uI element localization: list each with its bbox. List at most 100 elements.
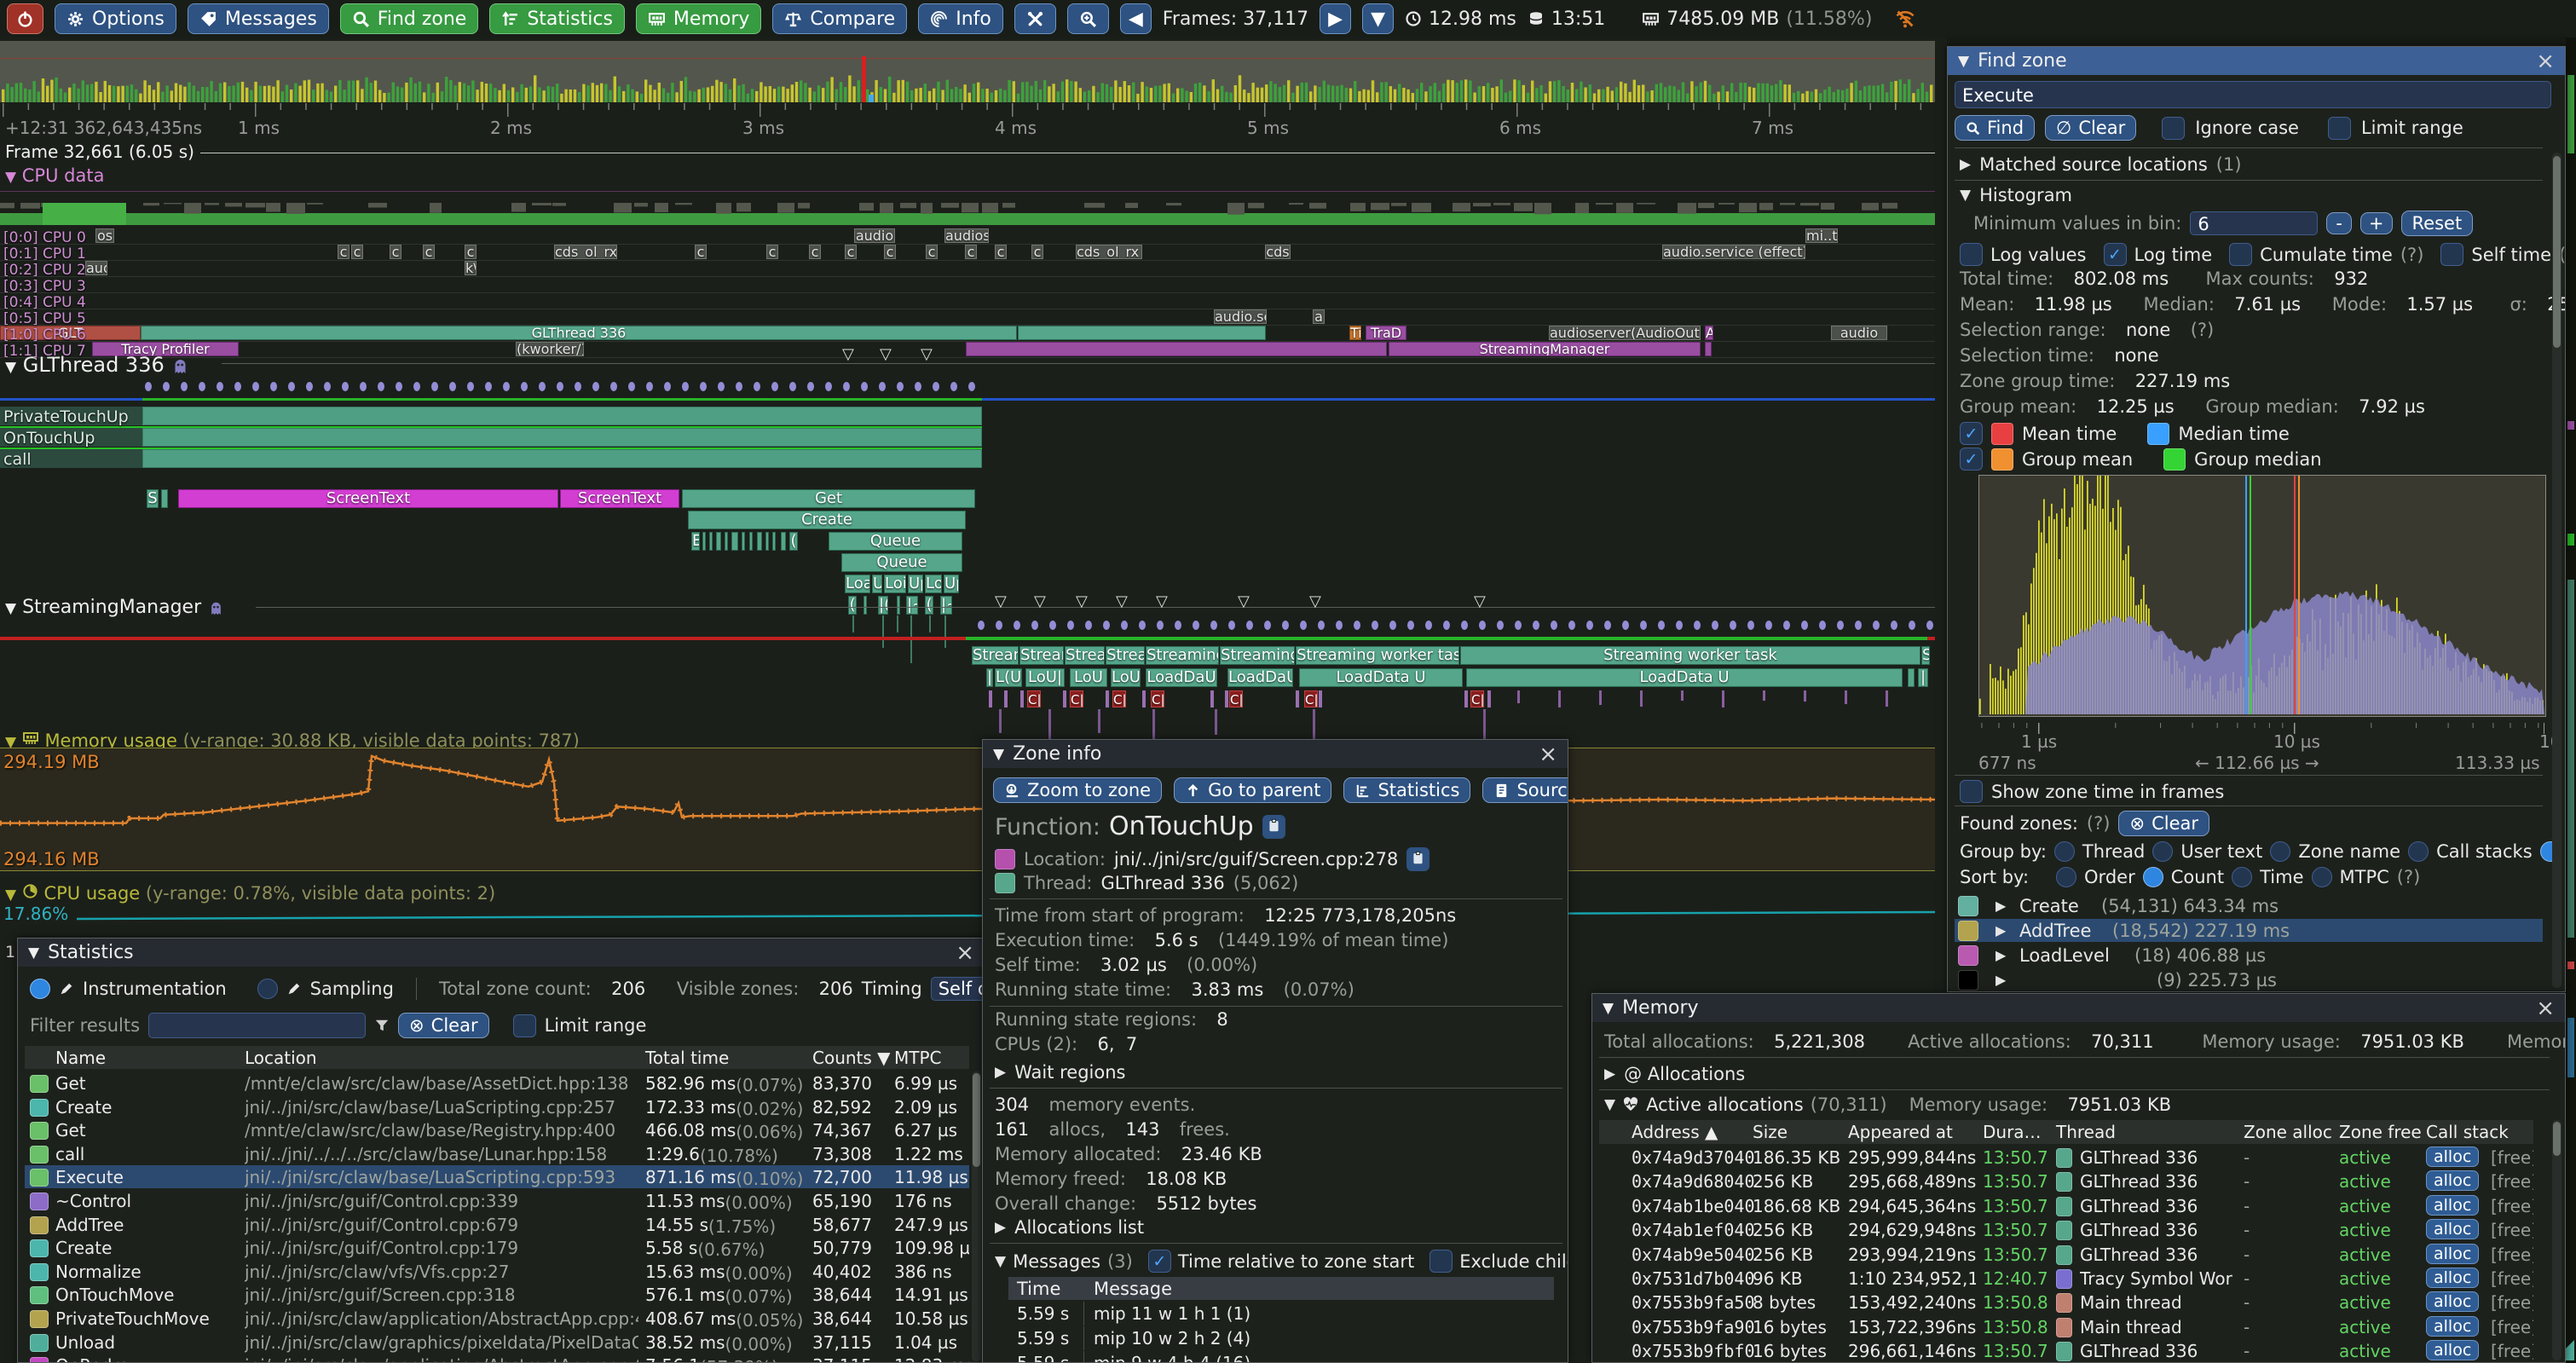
- table-row[interactable]: Execute jni/../jni/src/claw/base/LuaScrip…: [25, 1165, 969, 1188]
- zone-block[interactable]: [749, 532, 753, 551]
- cpu-zone-block[interactable]: audio: [854, 228, 895, 243]
- column-header[interactable]: Message: [1094, 1279, 1173, 1299]
- filter-input[interactable]: [148, 1013, 367, 1038]
- crash-zone-block[interactable]: C|: [1151, 690, 1164, 707]
- thread-band-row[interactable]: [0, 407, 142, 425]
- cpu-zone-block[interactable]: TraD: [1366, 326, 1406, 340]
- sampling-radio[interactable]: [257, 979, 278, 999]
- alloc-callstack-button[interactable]: alloc: [2426, 1219, 2480, 1239]
- alloc-callstack-button[interactable]: alloc: [2426, 1195, 2480, 1216]
- cpu-zone-block[interactable]: c: [845, 245, 857, 259]
- thread-band-zone[interactable]: [142, 407, 982, 425]
- show-zone-time-checkbox[interactable]: [1960, 780, 1983, 803]
- find-zone-search-input[interactable]: Execute: [1955, 81, 2551, 108]
- toolbar-button-options[interactable]: Options: [55, 3, 176, 34]
- zone-block[interactable]: Strea: [1106, 646, 1145, 665]
- zone-block[interactable]: Streaming worker task: [1460, 646, 1920, 665]
- statistics-button[interactable]: Statistics: [1343, 777, 1471, 803]
- zone-block[interactable]: [757, 532, 762, 551]
- allocation-row[interactable]: 0x74a9d37040 186.35 KB 295,999,844ns 13:50.…: [1632, 1146, 2533, 1168]
- frame-marker-icon[interactable]: ▽: [880, 345, 892, 363]
- thread-band-row[interactable]: [0, 428, 142, 447]
- allocation-row[interactable]: 0x74ab1ef040 256 KB 294,629,948ns 13:50.7 GL…: [1632, 1219, 2533, 1240]
- legend-checkbox[interactable]: ✓: [1960, 448, 1983, 471]
- frame-marker-icon[interactable]: ▽: [1156, 592, 1168, 610]
- found-zone-row[interactable]: ▶ AddTree (18,542) 227.19 ms: [1955, 919, 2543, 942]
- frame-marker-icon[interactable]: ▽: [1309, 592, 1321, 610]
- sort-by-order-radio[interactable]: [2056, 867, 2077, 887]
- cpu-zone-block[interactable]: audioserver(AudioOut_D): [1549, 326, 1701, 340]
- close-icon[interactable]: ×: [1539, 741, 1557, 767]
- cpu-zone-block[interactable]: aud: [85, 261, 107, 275]
- allocations-expander[interactable]: ▶ @ Allocations: [1604, 1064, 1746, 1084]
- allocation-row[interactable]: 0x7553b9fbf0 16 bytes 296,661,146ns 13:50.7…: [1632, 1340, 2533, 1361]
- cpu-zone-block[interactable]: cds_ol_rx_threa: [1076, 245, 1142, 259]
- cpu-zone-block[interactable]: StreamingManager: [1389, 342, 1701, 356]
- zone-block[interactable]: S: [1921, 646, 1930, 665]
- cpu-zone-block[interactable]: c: [995, 245, 1007, 259]
- zone-block[interactable]: [731, 532, 738, 551]
- table-row[interactable]: call jni/../jni/../../../src/claw/base/Lu…: [25, 1142, 969, 1165]
- column-header[interactable]: Name: [55, 1048, 107, 1068]
- zone-block[interactable]: LoadDaU: [1146, 668, 1217, 687]
- go-to-parent-button[interactable]: Go to parent: [1174, 777, 1332, 803]
- column-header[interactable]: Call stack: [2426, 1122, 2509, 1142]
- table-row[interactable]: OnTouchMove jni/../jni/src/guif/Screen.cp…: [25, 1283, 969, 1306]
- cpu-zone-block[interactable]: Tracy Profiler: [92, 342, 239, 356]
- toolbar-button-wrench-icon[interactable]: [1014, 3, 1056, 34]
- crash-zone-block[interactable]: C|: [1027, 690, 1041, 707]
- table-row[interactable]: OnRedrawjni/../jni/src/claw/application/…: [25, 1354, 969, 1362]
- toolbar-button-compare[interactable]: Compare: [772, 3, 908, 34]
- thread-band-zone[interactable]: [142, 449, 982, 468]
- column-header[interactable]: Appeared at: [1848, 1122, 1953, 1142]
- cpu-zone-block[interactable]: [1018, 326, 1266, 340]
- source-button[interactable]: Source: [1482, 777, 1568, 803]
- cpu-zone-block[interactable]: cds_ol_rx_thr: [554, 245, 617, 259]
- zone-info-panel-title[interactable]: ▼ Zone info ×: [983, 740, 1568, 768]
- cpu-zone-block[interactable]: (kworker/): [516, 342, 584, 356]
- close-icon[interactable]: ×: [2536, 995, 2555, 1021]
- frame-marker-icon[interactable]: ▽: [921, 345, 933, 363]
- frame-marker-icon[interactable]: ▽: [995, 592, 1007, 610]
- column-header[interactable]: Thread: [2056, 1122, 2116, 1142]
- found-zone-row[interactable]: ▶ LoadLevel (18) 406.88 µs: [1955, 944, 2543, 967]
- zone-block[interactable]: [709, 532, 713, 551]
- cpu-zone-block[interactable]: c: [351, 245, 363, 259]
- column-header[interactable]: Zone free: [2339, 1122, 2422, 1142]
- column-header[interactable]: Time: [1017, 1279, 1061, 1299]
- next-frame-button[interactable]: ▶: [1320, 3, 1352, 34]
- zone-block[interactable]: [716, 532, 721, 551]
- zone-block[interactable]: ScreenText: [178, 489, 558, 508]
- group-by-thread-radio[interactable]: [2053, 841, 2075, 862]
- legend-checkbox[interactable]: ✓: [1960, 422, 1983, 445]
- zone-block[interactable]: [765, 532, 769, 551]
- table-row[interactable]: PrivateTouchMove jni/../jni/src/claw/appl…: [25, 1307, 969, 1330]
- zone-block[interactable]: Strear: [1019, 646, 1064, 665]
- instrumentation-radio[interactable]: [30, 979, 50, 999]
- thread-band-zone[interactable]: [142, 428, 982, 447]
- glthread-section-header[interactable]: ▼ GLThread 336: [5, 353, 188, 379]
- zone-block[interactable]: E: [691, 532, 700, 551]
- cpu-zone-block[interactable]: GLT: [0, 326, 141, 340]
- zone-block[interactable]: LoadData U: [1466, 668, 1903, 687]
- cpu-zone-block[interactable]: c: [1031, 245, 1043, 259]
- active-allocations-expander[interactable]: ▼ Active allocations (70,311) Memory usage:…: [1604, 1094, 2172, 1115]
- messages-table-header[interactable]: Time Message: [1008, 1277, 1554, 1300]
- frame-marker-icon[interactable]: ▽: [1238, 592, 1250, 610]
- scrollbar-thumb[interactable]: [2553, 156, 2561, 348]
- cpu-zone-block[interactable]: c: [809, 245, 821, 259]
- toolbar-button-search-plus-icon[interactable]: [1066, 3, 1109, 34]
- min-bin-input[interactable]: 6: [2190, 211, 2319, 235]
- find-zone-scrollbar[interactable]: [2552, 153, 2562, 988]
- zone-block[interactable]: ScreenText: [560, 489, 679, 508]
- wait-regions-expander[interactable]: ▶ Wait regions: [995, 1062, 1126, 1083]
- cpu-zone-block[interactable]: Ti: [1349, 326, 1361, 340]
- reset-button[interactable]: Reset: [2400, 211, 2474, 236]
- cpu-zone-block[interactable]: cds: [1265, 245, 1291, 259]
- zone-block[interactable]: Loa: [845, 575, 870, 593]
- zone-block[interactable]: LoadData U: [1299, 668, 1463, 687]
- messages-expander[interactable]: ▼ Messages (3) ✓ Time relative to zone start…: [995, 1250, 1568, 1273]
- zone-block[interactable]: (: [848, 596, 857, 615]
- toolbar-button-statistics[interactable]: Statistics: [489, 3, 625, 34]
- allocation-row[interactable]: 0x74a9d68040 256 KB 295,668,489ns 13:50.7 GL…: [1632, 1170, 2533, 1192]
